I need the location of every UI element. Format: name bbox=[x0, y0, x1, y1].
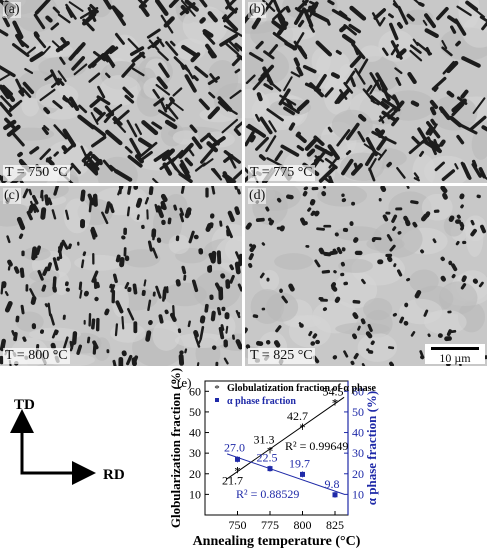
data-point: * bbox=[234, 463, 241, 478]
micrograph-panel-a: (a) T = 750 °C bbox=[0, 0, 242, 183]
x-axis-title: Annealing temperature (°C) bbox=[193, 534, 361, 549]
data-point bbox=[332, 492, 338, 498]
panel-letter: (a) bbox=[3, 2, 21, 18]
direction-axes: TD RD bbox=[9, 397, 125, 485]
y-left-tick-label: 20 bbox=[189, 467, 201, 481]
panel-letter: (b) bbox=[248, 2, 267, 18]
fit-line-1 bbox=[226, 453, 345, 495]
data-point: * bbox=[299, 420, 306, 435]
temperature-label: T = 775 °C bbox=[248, 165, 315, 181]
temperature-label: T = 825 °C bbox=[248, 348, 315, 364]
fit-label-alpha-fraction: R² = 0.88529 bbox=[236, 487, 299, 501]
y-right-axis-title: α phase fraction (%) bbox=[364, 391, 379, 506]
y-left-tick-label: 60 bbox=[189, 384, 201, 398]
data-label: 42.7 bbox=[287, 409, 308, 423]
y-right-tick-label: 10 bbox=[352, 487, 364, 501]
scale-bar-label: 10 µm bbox=[439, 351, 471, 365]
scale-bar: 10 µm bbox=[425, 344, 485, 364]
fraction-chart: 750 775 800 825 10 20 30 40 50 60 10 20 30 40 50 60 Anne… bbox=[168, 368, 379, 549]
data-point bbox=[300, 471, 305, 477]
microstructure-image bbox=[0, 186, 242, 366]
y-left-tick-label: 50 bbox=[189, 405, 201, 419]
legend-marker-globularization: * bbox=[214, 383, 220, 395]
temperature-label: T = 750 °C bbox=[3, 165, 70, 181]
micrograph-panel-d: (d) T = 825 °C 10 µm bbox=[245, 186, 487, 366]
fit-line-0 bbox=[226, 396, 345, 480]
temperature-label: T = 800 °C bbox=[3, 348, 70, 364]
y-left-tick-label: 30 bbox=[189, 446, 201, 460]
y-left-tick-label: 40 bbox=[189, 426, 201, 440]
data-point: * bbox=[332, 396, 339, 411]
panel-letter: (c) bbox=[3, 188, 21, 204]
data-point bbox=[235, 456, 240, 462]
x-tick-label: 800 bbox=[294, 518, 312, 532]
panel-letter: (d) bbox=[248, 188, 267, 204]
x-tick-label: 825 bbox=[326, 518, 344, 532]
data-label: 27.0 bbox=[224, 440, 245, 454]
legend-label-globularization: Globulatization fraction of α phase bbox=[227, 383, 376, 394]
x-tick-label: 775 bbox=[261, 518, 279, 532]
legend-marker-alpha-fraction bbox=[215, 398, 219, 402]
data-point bbox=[267, 466, 273, 472]
data-label: 22.5 bbox=[257, 451, 278, 465]
microstructure-image bbox=[245, 186, 487, 366]
x-tick-label: 750 bbox=[229, 518, 247, 532]
y-right-tick-label: 60 bbox=[352, 384, 364, 398]
chart-panel-letter: (e) bbox=[177, 375, 191, 390]
data-label: 31.3 bbox=[254, 432, 275, 446]
rd-label: RD bbox=[103, 467, 125, 483]
data-label: 54.5 bbox=[323, 385, 344, 399]
y-right-tick-label: 20 bbox=[352, 467, 364, 481]
microstructure-image bbox=[245, 0, 487, 183]
td-label: TD bbox=[14, 397, 35, 413]
micrograph-panel-c: (c) T = 800 °C bbox=[0, 186, 242, 366]
data-point: * bbox=[267, 443, 274, 458]
microstructure-image bbox=[0, 0, 242, 183]
scale-bar-line bbox=[431, 347, 479, 350]
fit-label-globularization: R² = 0.99649 bbox=[285, 439, 348, 453]
data-label: 9.8 bbox=[325, 477, 340, 491]
y-left-axis-title: Globularization fraction (%) bbox=[168, 368, 183, 528]
data-label: 21.7 bbox=[222, 473, 243, 487]
micrograph-panel-b: (b) T = 775 °C bbox=[245, 0, 487, 183]
y-left-tick-label: 10 bbox=[189, 487, 201, 501]
legend-label-alpha-fraction: α phase fraction bbox=[227, 396, 296, 407]
y-right-tick-label: 30 bbox=[352, 446, 364, 460]
y-right-tick-label: 50 bbox=[352, 405, 364, 419]
y-right-tick-label: 40 bbox=[352, 426, 364, 440]
data-label: 19.7 bbox=[289, 456, 310, 470]
